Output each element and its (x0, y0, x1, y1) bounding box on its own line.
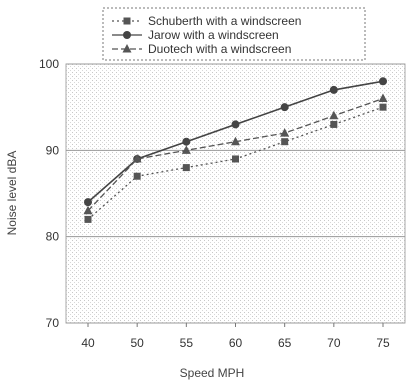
series-square (84, 103, 387, 223)
x-tick-label: 75 (376, 336, 390, 350)
data-point (379, 77, 387, 86)
data-point (182, 164, 190, 172)
legend-marker (123, 31, 131, 39)
data-point (133, 172, 141, 180)
y-tick-label: 100 (39, 57, 59, 71)
y-tick-label: 80 (46, 230, 60, 244)
data-point (84, 198, 92, 207)
x-tick-label: 65 (278, 336, 292, 350)
data-point (181, 145, 191, 154)
series-layer (83, 77, 388, 223)
legend-label: Duotech with a windscreen (148, 42, 291, 56)
legend-label: Schuberth with a windscreen (148, 14, 301, 28)
y-axis-ticks: 70 80 90 100 (39, 57, 59, 330)
data-point (132, 153, 142, 163)
data-point (280, 103, 289, 112)
x-axis-ticks: 40 50 55 60 65 70 75 (81, 323, 390, 350)
plot-area (65, 63, 406, 324)
x-tick-label: 70 (327, 336, 341, 350)
x-tick-label: 50 (130, 336, 144, 350)
x-tick-label: 40 (81, 336, 95, 350)
x-axis-label: Speed MPH (180, 366, 245, 380)
y-tick-label: 70 (46, 316, 60, 330)
data-point (84, 215, 92, 223)
legend-box (102, 7, 366, 61)
data-point (83, 205, 93, 215)
series-triangle (83, 93, 388, 215)
legend-marker (122, 44, 132, 53)
y-tick-label: 90 (46, 143, 60, 157)
data-point (231, 136, 240, 146)
x-tick-label: 55 (180, 336, 194, 350)
data-point (281, 138, 289, 146)
data-point (330, 120, 338, 128)
data-point (182, 137, 191, 146)
data-point (378, 93, 388, 103)
legend-label: Jarow with a windscreen (148, 28, 279, 42)
legend-marker (123, 17, 131, 25)
data-point (329, 85, 338, 94)
y-axis-label: Noise level dBA (5, 151, 19, 236)
x-tick-label: 60 (229, 336, 243, 350)
data-point (379, 103, 387, 111)
data-point (231, 120, 240, 129)
data-point (329, 110, 339, 120)
data-point (280, 128, 290, 137)
data-point (232, 155, 239, 163)
